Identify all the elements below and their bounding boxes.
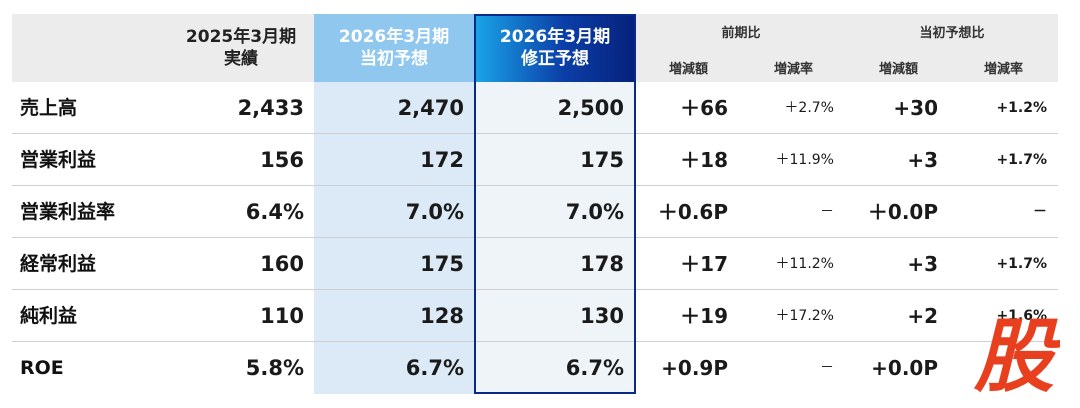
- header-revised-forecast-cell: [474, 14, 636, 82]
- value-init-diff: +0.0P: [871, 356, 938, 380]
- watermark-char: 股: [973, 314, 1060, 394]
- header-group-prev-year: 前期比: [721, 26, 761, 41]
- value-init-diff: +30: [893, 96, 938, 120]
- revised-forecast-column-bg: [474, 82, 636, 394]
- value-init-rate: +1.7%: [996, 256, 1047, 272]
- value-2025-actual: 110: [260, 304, 304, 328]
- value-init-diff: +3: [907, 252, 938, 276]
- value-2026-revised: 178: [580, 252, 624, 276]
- value-2026-initial: 172: [420, 148, 464, 172]
- value-prev-rate: －: [820, 204, 834, 220]
- header-comparison-cell: [636, 14, 1058, 82]
- value-prev-rate: ＋11.2%: [775, 256, 834, 272]
- header-init-diff: 増減額: [878, 62, 918, 77]
- table-row: 純利益 110 128 130 ＋19 ＋17.2% +2 +1.6%: [12, 290, 1058, 342]
- header-2026-initial: 2026年3月期 当初予想: [338, 27, 450, 69]
- value-2026-revised: 130: [580, 304, 624, 328]
- value-2025-actual: 156: [260, 148, 304, 172]
- value-prev-rate: －: [820, 360, 834, 376]
- value-2026-initial: 2,470: [397, 96, 464, 120]
- table-row: ROE 5.8% 6.7% 6.7% +0.9P － +0.0P: [12, 342, 1058, 394]
- value-init-diff: +3: [907, 148, 938, 172]
- watermark-stamp: 股: [973, 314, 1060, 394]
- value-2025-actual: 5.8%: [245, 356, 304, 380]
- header-2026-revised: 2026年3月期 修正予想: [499, 27, 611, 69]
- value-init-rate: －: [1033, 204, 1047, 220]
- value-prev-diff: +0.9P: [661, 356, 728, 380]
- value-2025-actual: 6.4%: [245, 200, 304, 224]
- value-init-rate: +1.6%: [996, 308, 1047, 324]
- row-label: 営業利益率: [20, 201, 116, 223]
- revised-column-highlight: [474, 14, 636, 394]
- header-2025-actual: 2025年3月期 実績: [185, 27, 297, 69]
- value-init-rate: +1.2%: [996, 100, 1047, 116]
- table-row: 経常利益 160 175 178 ＋17 ＋11.2% +3 +1.7%: [12, 238, 1058, 290]
- value-prev-diff: ＋19: [680, 304, 728, 328]
- header-prev-rate: 増減率: [773, 62, 813, 77]
- header-initial-forecast-cell: [314, 14, 474, 82]
- value-init-rate: +1.7%: [996, 152, 1047, 168]
- value-2026-revised: 175: [580, 148, 624, 172]
- row-label: ROE: [20, 357, 64, 379]
- header-2025-cell: [168, 14, 314, 82]
- value-prev-diff: ＋17: [680, 252, 728, 276]
- value-prev-rate: ＋17.2%: [775, 308, 834, 324]
- value-2026-revised: 7.0%: [565, 200, 624, 224]
- value-2026-initial: 175: [420, 252, 464, 276]
- initial-forecast-column-bg: [314, 82, 474, 394]
- value-prev-rate: ＋11.9%: [775, 152, 834, 168]
- row-label: 純利益: [20, 305, 78, 327]
- value-2026-revised: 6.7%: [565, 356, 624, 380]
- row-label: 経常利益: [20, 253, 97, 275]
- value-prev-diff: ＋18: [680, 148, 728, 172]
- table-row: 営業利益 156 172 175 ＋18 ＋11.9% +3 +1.7%: [12, 134, 1058, 186]
- value-prev-diff: ＋0.6P: [657, 200, 728, 224]
- row-label: 売上高: [20, 97, 78, 119]
- header-group-initial: 当初予想比: [919, 26, 985, 41]
- value-2026-revised: 2,500: [557, 96, 624, 120]
- header-init-rate: 増減率: [983, 62, 1023, 77]
- table-row: 営業利益率 6.4% 7.0% 7.0% ＋0.6P － ＋0.0P －: [12, 186, 1058, 238]
- value-init-diff: +2: [907, 304, 938, 328]
- header-prev-diff: 増減額: [668, 62, 708, 77]
- value-2025-actual: 2,433: [237, 96, 304, 120]
- value-init-diff: ＋0.0P: [867, 200, 938, 224]
- financial-forecast-table: 2025年3月期 実績 2026年3月期 当初予想 2026年3月期 修正予想 …: [12, 14, 1058, 394]
- header-label-cell: [12, 14, 168, 82]
- row-label: 営業利益: [20, 149, 97, 171]
- value-2025-actual: 160: [260, 252, 304, 276]
- value-2026-initial: 7.0%: [405, 200, 464, 224]
- value-2026-initial: 6.7%: [405, 356, 464, 380]
- value-prev-rate: ＋2.7%: [784, 100, 834, 116]
- value-prev-diff: ＋66: [680, 96, 728, 120]
- value-2026-initial: 128: [420, 304, 464, 328]
- table-row: 売上高 2,433 2,470 2,500 ＋66 ＋2.7% +30 +1.2%: [12, 82, 1058, 134]
